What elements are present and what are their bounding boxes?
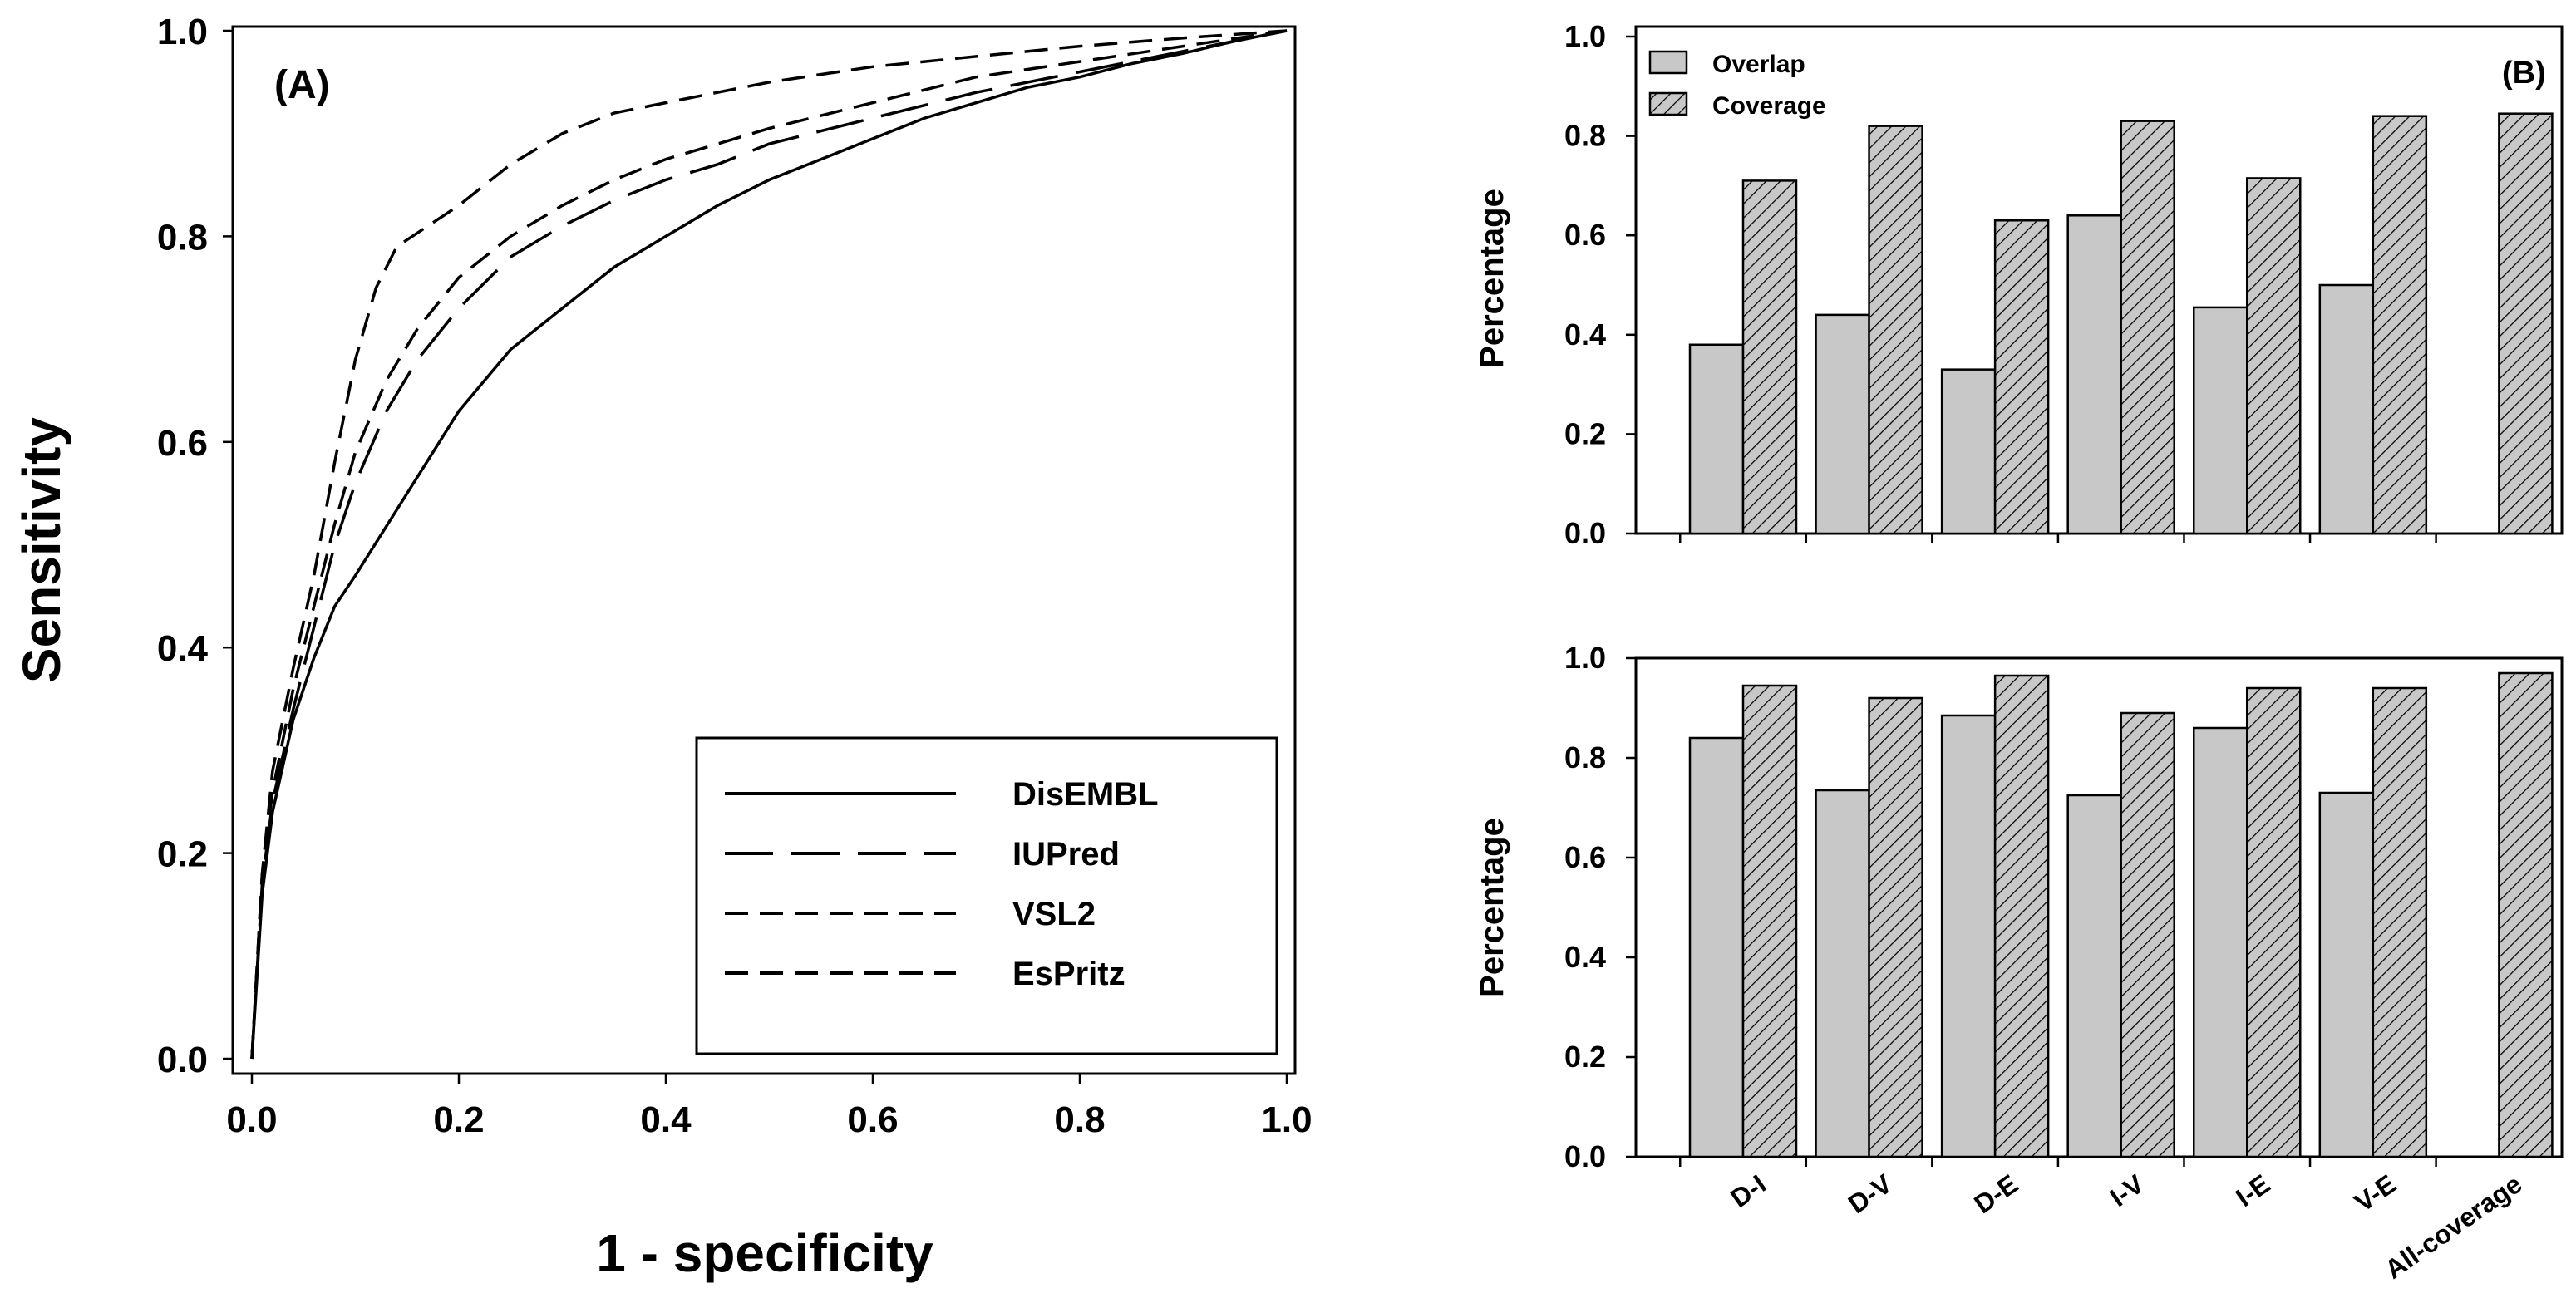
top-bars bbox=[1688, 112, 2554, 535]
bottom-bar-coverage-d-i bbox=[1741, 684, 1798, 1158]
legend-swatch-coverage bbox=[1648, 91, 1688, 116]
roc-curve-vsl2 bbox=[250, 29, 1288, 1060]
bottom-axis-ticks: 0.0 0.2 0.4 0.6 0.8 1.0 bbox=[1564, 641, 2437, 1173]
top-bar-coverage-i-v bbox=[2120, 120, 2175, 535]
bottom-bar-overlap-d-v bbox=[1815, 789, 1870, 1158]
roc-plot-frame bbox=[231, 25, 1297, 1075]
category-label-d-e: D-E bbox=[1968, 1168, 2023, 1219]
legend-label-espritz: EsPritz bbox=[1012, 956, 1125, 992]
top-bar-overlap-i-v bbox=[2066, 214, 2122, 535]
roc-panel: 0.0 0.2 0.4 0.6 0.8 1.0 0.0 0.2 0.4 0.6 0.8 1.0 (A)… bbox=[12, 12, 1313, 1283]
top-y-tick-label: 0.2 bbox=[1564, 416, 1606, 450]
legend-swatch-overlap bbox=[1648, 50, 1688, 75]
top-bar-overlap-d-e bbox=[1940, 368, 1997, 535]
top-y-tick-label: 0.6 bbox=[1564, 218, 1606, 252]
y-tick-label: 0.8 bbox=[157, 217, 208, 258]
roc-axis-ticks: 0.0 0.2 0.4 0.6 0.8 1.0 0.0 0.2 0.4 0.6 0.8 1.0 bbox=[157, 12, 1313, 1140]
roc-x-axis-title: 1 - specificity bbox=[596, 1223, 933, 1283]
overlap-coverage-panel-bottom: 0.0 0.2 0.4 0.6 0.8 1.0 Percentage D-I D-V D-E I… bbox=[1474, 641, 2564, 1285]
legend-label-disembl: DisEMBL bbox=[1012, 776, 1159, 813]
top-bar-overlap-d-v bbox=[1815, 313, 1870, 535]
y-tick-label: 0.0 bbox=[157, 1040, 208, 1080]
top-y-tick-label: 1.0 bbox=[1564, 19, 1606, 53]
bottom-y-axis-title: Percentage bbox=[1474, 818, 1510, 997]
top-bar-coverage-d-i bbox=[1741, 179, 1798, 535]
top-axis-ticks: 0.0 0.2 0.4 0.6 0.8 1.0 bbox=[1564, 19, 2437, 550]
x-tick-label: 0.4 bbox=[640, 1099, 692, 1140]
category-label-all-coverage: All-coverage bbox=[2379, 1168, 2527, 1285]
bottom-y-tick-label: 1.0 bbox=[1564, 641, 1606, 675]
bottom-bar-coverage-all-coverage bbox=[2498, 671, 2554, 1158]
top-bar-overlap-v-e bbox=[2318, 283, 2375, 535]
category-label-v-e: V-E bbox=[2349, 1168, 2401, 1217]
bottom-bars bbox=[1688, 671, 2554, 1158]
x-tick-label: 0.8 bbox=[1054, 1099, 1105, 1140]
bottom-y-tick-label: 0.2 bbox=[1564, 1040, 1606, 1074]
roc-legend-box bbox=[695, 736, 1278, 1055]
bottom-bar-coverage-i-v bbox=[2120, 711, 2175, 1158]
top-y-tick-label: 0.4 bbox=[1564, 317, 1606, 352]
bottom-bar-overlap-v-e bbox=[2318, 791, 2375, 1158]
top-bar-coverage-all-coverage bbox=[2498, 112, 2554, 535]
bottom-bar-overlap-d-i bbox=[1688, 736, 1745, 1158]
category-label-i-e: I-E bbox=[2230, 1168, 2275, 1212]
bottom-y-tick-label: 0.4 bbox=[1564, 940, 1606, 974]
bottom-bar-coverage-d-v bbox=[1868, 696, 1923, 1158]
roc-legend: DisEMBL IUPred VSL2 EsPritz bbox=[695, 736, 1278, 1055]
y-tick-label: 0.4 bbox=[157, 628, 209, 669]
top-bar-overlap-i-e bbox=[2193, 306, 2248, 535]
category-label-d-i: D-I bbox=[1725, 1168, 1771, 1213]
roc-curve-disembl bbox=[250, 29, 1288, 1060]
bottom-bar-coverage-v-e bbox=[2372, 686, 2428, 1158]
bar-legend: Overlap Coverage bbox=[1648, 50, 1826, 120]
roc-curves bbox=[250, 29, 1288, 1060]
top-bar-coverage-v-e bbox=[2372, 115, 2428, 535]
legend-label-iupred: IUPred bbox=[1012, 836, 1120, 873]
x-tick-label: 0.0 bbox=[226, 1099, 277, 1140]
legend-label-vsl2: VSL2 bbox=[1012, 896, 1096, 932]
roc-curve-espritz bbox=[250, 29, 1288, 1060]
roc-legend-entries: DisEMBL IUPred VSL2 EsPritz bbox=[725, 776, 1159, 992]
category-label-i-v: I-V bbox=[2105, 1168, 2150, 1212]
legend-label-coverage: Coverage bbox=[1712, 92, 1826, 120]
roc-curve-iupred bbox=[250, 29, 1288, 1060]
bottom-bar-overlap-d-e bbox=[1940, 714, 1997, 1158]
bottom-bar-coverage-i-e bbox=[2246, 686, 2302, 1158]
legend-label-overlap: Overlap bbox=[1712, 51, 1805, 78]
x-tick-label: 0.2 bbox=[433, 1099, 484, 1140]
panel-label-a: (A) bbox=[274, 63, 330, 107]
top-bar-coverage-d-v bbox=[1868, 125, 1923, 535]
bottom-bar-overlap-i-e bbox=[2193, 726, 2248, 1158]
y-tick-label: 0.6 bbox=[157, 423, 208, 464]
category-label-d-v: D-V bbox=[1843, 1168, 1898, 1219]
bottom-bar-overlap-i-v bbox=[2066, 794, 2122, 1158]
top-bar-coverage-i-e bbox=[2246, 177, 2302, 535]
x-tick-label: 0.6 bbox=[847, 1099, 898, 1140]
x-tick-label: 1.0 bbox=[1261, 1099, 1312, 1140]
top-bar-overlap-d-i bbox=[1688, 343, 1745, 535]
panel-label-b: (B) bbox=[2502, 56, 2546, 91]
y-tick-label: 1.0 bbox=[157, 12, 208, 52]
top-bar-coverage-d-e bbox=[1993, 219, 2050, 535]
bottom-y-tick-label: 0.6 bbox=[1564, 840, 1606, 874]
bottom-y-tick-label: 0.0 bbox=[1564, 1139, 1606, 1173]
overlap-coverage-panel-top: 0.0 0.2 0.4 0.6 0.8 1.0 (B) Percentage Overla… bbox=[1474, 19, 2564, 550]
y-tick-label: 0.2 bbox=[157, 834, 208, 875]
top-y-tick-label: 0.8 bbox=[1564, 119, 1606, 153]
top-y-tick-label: 0.0 bbox=[1564, 516, 1606, 550]
bottom-bar-coverage-d-e bbox=[1993, 674, 2050, 1158]
top-y-axis-title: Percentage bbox=[1474, 189, 1510, 368]
roc-y-axis-title: Sensitivity bbox=[12, 417, 71, 684]
bottom-y-tick-label: 0.8 bbox=[1564, 740, 1606, 774]
